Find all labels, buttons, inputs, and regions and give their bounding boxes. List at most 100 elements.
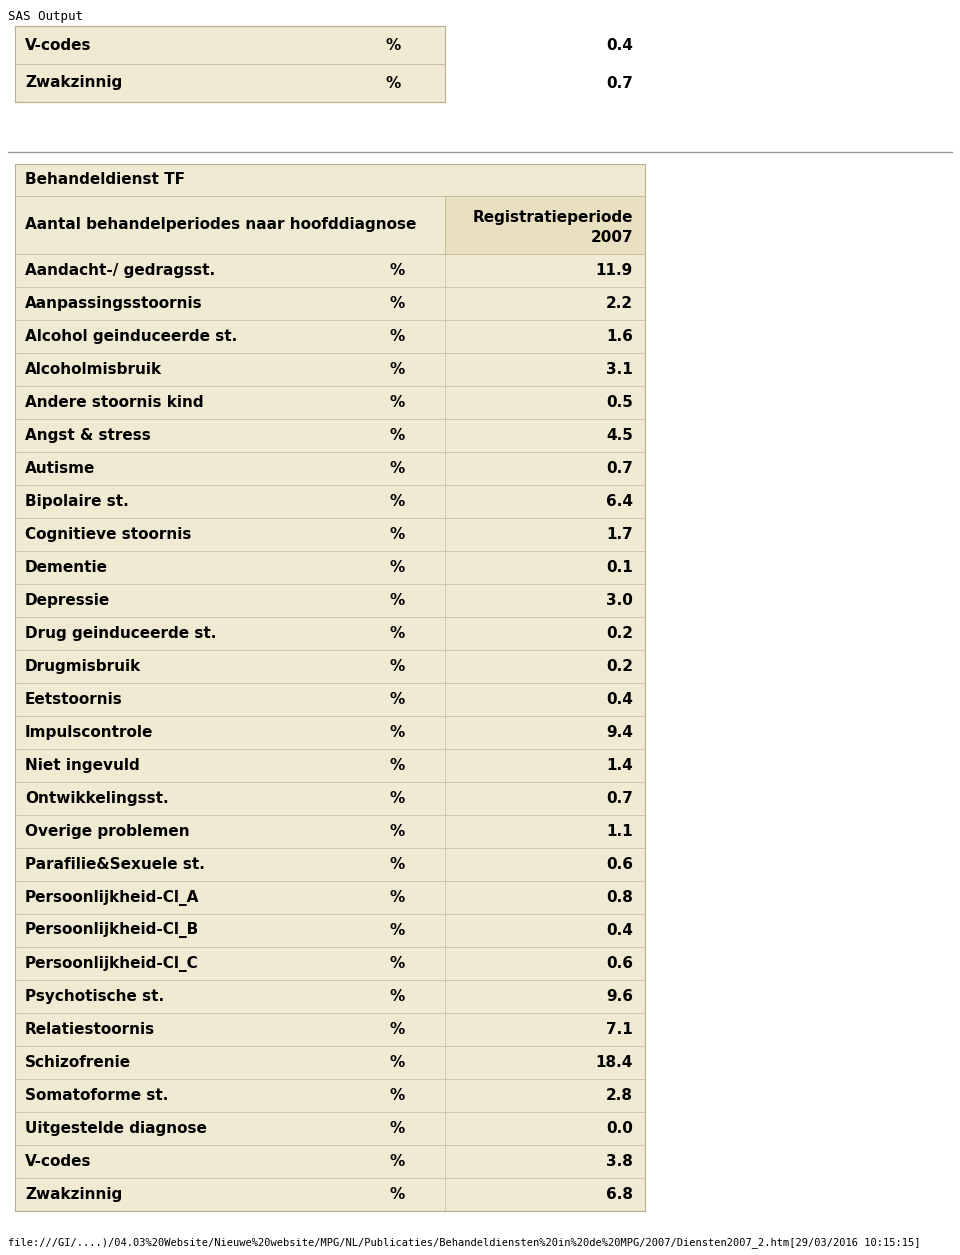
Text: Depressie: Depressie — [25, 594, 110, 607]
Text: Parafilie&Sexuele st.: Parafilie&Sexuele st. — [25, 857, 204, 872]
Text: 0.7: 0.7 — [606, 791, 633, 806]
Text: V-codes: V-codes — [25, 1155, 91, 1168]
Text: Drug geinduceerde st.: Drug geinduceerde st. — [25, 626, 216, 641]
Text: 3.0: 3.0 — [606, 594, 633, 607]
Text: Andere stoornis kind: Andere stoornis kind — [25, 395, 204, 410]
Text: %: % — [390, 395, 405, 410]
Text: Drugmisbruik: Drugmisbruik — [25, 659, 141, 674]
Text: %: % — [390, 494, 405, 510]
Text: 0.4: 0.4 — [606, 922, 633, 937]
Text: Bipolaire st.: Bipolaire st. — [25, 494, 129, 510]
Text: Impulscontrole: Impulscontrole — [25, 725, 154, 740]
Text: %: % — [390, 1155, 405, 1168]
Text: Behandeldienst TF: Behandeldienst TF — [25, 172, 185, 187]
Text: %: % — [390, 527, 405, 542]
Text: %: % — [390, 825, 405, 840]
Text: 0.2: 0.2 — [606, 659, 633, 674]
Text: %: % — [390, 594, 405, 607]
Text: 3.1: 3.1 — [607, 361, 633, 376]
Text: Alcoholmisbruik: Alcoholmisbruik — [25, 361, 162, 376]
Text: Aantal behandelperiodes naar hoofddiagnose: Aantal behandelperiodes naar hoofddiagno… — [25, 217, 417, 232]
Text: Persoonlijkheid-Cl_B: Persoonlijkheid-Cl_B — [25, 922, 200, 939]
Text: %: % — [390, 428, 405, 443]
Text: %: % — [390, 361, 405, 376]
Text: SAS Output: SAS Output — [8, 10, 83, 23]
Text: 0.1: 0.1 — [607, 560, 633, 575]
Text: V-codes: V-codes — [25, 38, 91, 53]
Text: Uitgestelde diagnose: Uitgestelde diagnose — [25, 1121, 206, 1136]
Text: Ontwikkelingsst.: Ontwikkelingsst. — [25, 791, 169, 806]
Text: Registratieperiode: Registratieperiode — [472, 210, 633, 225]
Text: Psychotische st.: Psychotische st. — [25, 989, 164, 1004]
Text: %: % — [390, 296, 405, 311]
Text: %: % — [390, 1088, 405, 1103]
Text: 2.2: 2.2 — [606, 296, 633, 311]
Text: %: % — [390, 1121, 405, 1136]
Text: %: % — [390, 857, 405, 872]
Text: Autisme: Autisme — [25, 461, 95, 476]
Text: Schizofrenie: Schizofrenie — [25, 1055, 132, 1071]
Bar — [15, 26, 445, 102]
Text: %: % — [390, 329, 405, 344]
Bar — [15, 26, 445, 102]
Text: Persoonlijkheid-Cl_C: Persoonlijkheid-Cl_C — [25, 955, 199, 971]
Text: 0.5: 0.5 — [606, 395, 633, 410]
Text: %: % — [390, 626, 405, 641]
Text: 0.6: 0.6 — [606, 956, 633, 971]
Text: 6.4: 6.4 — [606, 494, 633, 510]
Text: 1.1: 1.1 — [607, 825, 633, 840]
Bar — [445, 196, 645, 254]
Bar — [15, 164, 645, 1211]
Text: 0.7: 0.7 — [606, 461, 633, 476]
Text: %: % — [385, 38, 400, 53]
Text: %: % — [390, 791, 405, 806]
Text: Cognitieve stoornis: Cognitieve stoornis — [25, 527, 191, 542]
Text: 9.6: 9.6 — [606, 989, 633, 1004]
Text: Dementie: Dementie — [25, 560, 108, 575]
Text: %: % — [390, 1055, 405, 1071]
Text: Aandacht-/ gedragsst.: Aandacht-/ gedragsst. — [25, 264, 215, 279]
Text: 11.9: 11.9 — [596, 264, 633, 279]
Text: %: % — [390, 692, 405, 707]
Text: 3.8: 3.8 — [606, 1155, 633, 1168]
Text: Zwakzinnig: Zwakzinnig — [25, 1187, 122, 1202]
Text: Zwakzinnig: Zwakzinnig — [25, 75, 122, 90]
Text: %: % — [390, 1022, 405, 1037]
Text: 0.8: 0.8 — [606, 890, 633, 905]
Text: Eetstoornis: Eetstoornis — [25, 692, 123, 707]
Text: %: % — [390, 461, 405, 476]
Text: %: % — [390, 1187, 405, 1202]
Text: %: % — [390, 956, 405, 971]
Text: 4.5: 4.5 — [606, 428, 633, 443]
Text: 0.4: 0.4 — [606, 38, 633, 53]
Text: file:///GI/....)/04.03%20Website/Nieuwe%20website/MPG/NL/Publicaties/Behandeldie: file:///GI/....)/04.03%20Website/Nieuwe%… — [8, 1237, 921, 1247]
Text: %: % — [390, 725, 405, 740]
Text: 6.8: 6.8 — [606, 1187, 633, 1202]
Text: Persoonlijkheid-Cl_A: Persoonlijkheid-Cl_A — [25, 890, 200, 906]
Text: Niet ingevuld: Niet ingevuld — [25, 758, 140, 773]
Text: 0.2: 0.2 — [606, 626, 633, 641]
Text: %: % — [390, 989, 405, 1004]
Text: Overige problemen: Overige problemen — [25, 825, 190, 840]
Text: 1.4: 1.4 — [607, 758, 633, 773]
Bar — [15, 164, 645, 196]
Text: 1.7: 1.7 — [607, 527, 633, 542]
Text: %: % — [390, 560, 405, 575]
Bar — [15, 164, 645, 1211]
Text: 0.0: 0.0 — [606, 1121, 633, 1136]
Text: 0.6: 0.6 — [606, 857, 633, 872]
Text: 1.6: 1.6 — [606, 329, 633, 344]
Text: 0.4: 0.4 — [606, 692, 633, 707]
Text: Alcohol geinduceerde st.: Alcohol geinduceerde st. — [25, 329, 237, 344]
Text: %: % — [385, 75, 400, 90]
Text: %: % — [390, 922, 405, 937]
Text: Somatoforme st.: Somatoforme st. — [25, 1088, 168, 1103]
Text: %: % — [390, 659, 405, 674]
Text: Angst & stress: Angst & stress — [25, 428, 151, 443]
Text: 7.1: 7.1 — [607, 1022, 633, 1037]
Text: 18.4: 18.4 — [595, 1055, 633, 1071]
Text: 2.8: 2.8 — [606, 1088, 633, 1103]
Text: %: % — [390, 890, 405, 905]
Text: 0.7: 0.7 — [606, 75, 633, 90]
Text: 2007: 2007 — [590, 230, 633, 245]
